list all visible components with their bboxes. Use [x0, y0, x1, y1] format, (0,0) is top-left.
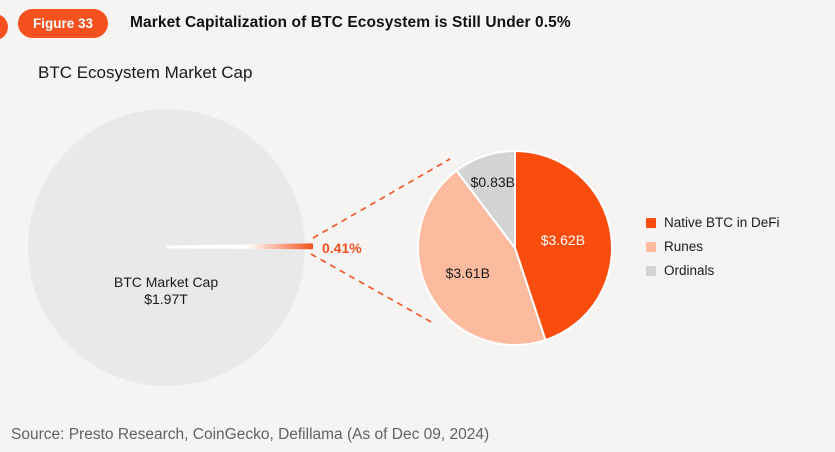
legend-item-native-btc-in-defi: Native BTC in DeFi [646, 215, 780, 230]
page-edge-decoration [0, 14, 8, 40]
legend-swatch-runes [646, 241, 656, 252]
legend-label-native-btc-in-defi: Native BTC in DeFi [664, 215, 780, 230]
pie-slice-native-btc-in-defi [514, 150, 614, 342]
chart-title: BTC Ecosystem Market Cap [38, 63, 253, 82]
legend-label-ordinals: Ordinals [664, 263, 715, 278]
pie-slice-value-ordinals: $0.83B [470, 173, 515, 190]
legend-swatch-ordinals [646, 265, 656, 276]
pie-slice-runes [417, 169, 547, 346]
pie-slice-value-runes: $3.61B [445, 264, 490, 281]
source-attribution: Source: Presto Research, CoinGecko, Defi… [11, 426, 490, 443]
figure-title: Market Capitalization of BTC Ecosystem i… [130, 14, 571, 31]
btc-market-cap-title: BTC Market Cap [113, 274, 219, 290]
legend-label-runes: Runes [664, 239, 704, 254]
pie-legend: Native BTC in DeFi Runes Ordinals [646, 215, 780, 287]
ecosystem-sliver-wedge [167, 243, 313, 250]
btc-market-cap-value: $1.97T [144, 291, 188, 307]
figure-badge-label: Figure 33 [32, 16, 94, 31]
ecosystem-pie [417, 150, 614, 346]
legend-item-ordinals: Ordinals [646, 263, 780, 278]
callout-dashed-line-lower [310, 253, 434, 324]
pie-slice-ordinals [455, 150, 516, 249]
ecosystem-share-callout: 0.41% [322, 240, 362, 256]
btc-market-cap-label: BTC Market Cap $1.97T [114, 274, 218, 308]
btc-market-cap-circle [28, 109, 305, 386]
figure-badge: Figure 33 [18, 9, 108, 38]
legend-swatch-native-btc-in-defi [646, 217, 656, 228]
pie-slice-value-native-btc-in-defi: $3.62B [540, 232, 586, 249]
legend-item-runes: Runes [646, 239, 780, 254]
callout-dashed-line-upper [312, 158, 451, 239]
